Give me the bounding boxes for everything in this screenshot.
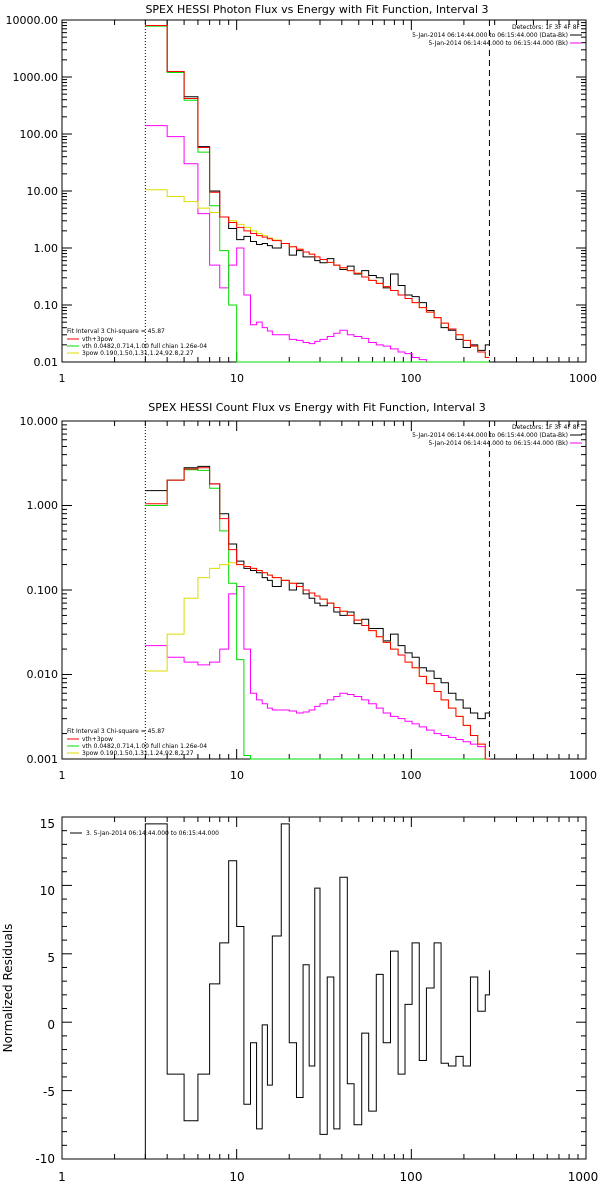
- residuals-x-tick-labels: 1 10 100 1000: [58, 1170, 598, 1184]
- y-tick-label: 10.000: [20, 415, 59, 428]
- series-3-5-jan-2014-06-14-44-000-to-06-15-44-000-line: [144, 823, 490, 1159]
- x-tick-label: 1000: [569, 769, 597, 782]
- series-data-bk-line: [145, 19, 490, 351]
- x-tick-label: 10: [229, 1170, 244, 1184]
- fit-legend-total: vth+3pow: [82, 736, 113, 743]
- residuals-legend: 3. 5-Jan-2014 06:14:44.000 to 06:15:44.0…: [70, 830, 219, 837]
- count-flux-axis-ticks: [61, 420, 587, 760]
- legend-bk: 5-Jan-2014 06:14:44.000 to 06:15:44.000 …: [428, 40, 568, 47]
- y-tick-label: 0.001: [27, 753, 59, 766]
- legend-detectors: Detectors: 1F 3F 4F 8F: [512, 424, 581, 431]
- residuals-legend-label: 3. 5-Jan-2014 06:14:44.000 to 06:15:44.0…: [86, 830, 219, 837]
- x-tick-label: 10: [230, 769, 244, 782]
- y-tick-label: 1.000: [27, 499, 59, 512]
- series-bk-line: [145, 586, 490, 760]
- residuals-axis-ticks: [61, 816, 587, 1160]
- y-tick-label: -5: [43, 1085, 55, 1099]
- fit-legend-vth: vth 0.0482,0.714,1.00 full chian 1.26e-0…: [82, 343, 207, 350]
- y-tick-label: 100.00: [20, 128, 59, 141]
- y-tick-label: 0.10: [34, 299, 59, 312]
- residuals-y-axis-label: Normalized Residuals: [1, 924, 15, 1053]
- x-tick-label: 100: [401, 769, 422, 782]
- legend-data-bk: 5-Jan-2014 06:14:44.000 to 06:15:44.000 …: [412, 432, 568, 439]
- count-flux-legend-header: Detectors: 1F 3F 4F 8F 5-Jan-2014 06:14:…: [412, 424, 582, 447]
- photon-flux-x-tick-labels: 1 10 100 1000: [59, 372, 598, 385]
- residuals-y-tick-labels: -10 -5 0 5 10 15: [35, 817, 55, 1166]
- count-flux-fit-range-lines: [144, 421, 490, 759]
- y-tick-label: -10: [35, 1152, 55, 1166]
- x-tick-label: 10: [230, 372, 244, 385]
- photon-flux-title: SPEX HESSI Photon Flux vs Energy with Fi…: [145, 3, 488, 16]
- y-tick-label: 0.010: [27, 668, 59, 681]
- fit-legend-3pow: 3pow 0.190,1.50,1.31,1.24,92.8,2.27: [82, 350, 194, 357]
- legend-detectors: Detectors: 1F 3F 4F 8F: [512, 24, 581, 31]
- count-flux-panel: SPEX HESSI Count Flux vs Energy with Fit…: [20, 401, 598, 782]
- series-vth-line: [145, 25, 490, 363]
- count-flux-series: [145, 465, 490, 760]
- fit-legend-title: Fit Interval 3 Chi-square = 45.87: [67, 728, 165, 735]
- count-flux-x-tick-labels: 1 10 100 1000: [59, 769, 598, 782]
- photon-flux-fit-range-lines: [144, 20, 490, 362]
- y-tick-label: 1.00: [34, 242, 59, 255]
- count-flux-title: SPEX HESSI Count Flux vs Energy with Fit…: [148, 401, 485, 414]
- photon-flux-legend-header: Detectors: 1F 3F 4F 8F 5-Jan-2014 06:14:…: [412, 24, 582, 47]
- residuals-series: [144, 823, 490, 1159]
- legend-data-bk: 5-Jan-2014 06:14:44.000 to 06:15:44.000 …: [412, 32, 568, 39]
- y-tick-label: 0.01: [34, 356, 59, 369]
- photon-flux-series: [145, 19, 490, 363]
- x-tick-label: 100: [400, 1170, 423, 1184]
- fit-legend-vth: vth 0.0482,0.714,1.00 full chian 1.26e-0…: [82, 743, 207, 750]
- photon-flux-panel: SPEX HESSI Photon Flux vs Energy with Fi…: [6, 3, 598, 385]
- y-tick-label: 0: [47, 1018, 55, 1032]
- count-flux-fit-legend: Fit Interval 3 Chi-square = 45.87 vth+3p…: [67, 728, 207, 757]
- residuals-panel: -10 -5 0 5 10 15 1 10 100 1000 Normalize…: [1, 816, 598, 1184]
- series-vth-line: [145, 469, 490, 760]
- y-tick-label: 1000.00: [13, 71, 59, 84]
- x-tick-label: 100: [401, 372, 422, 385]
- photon-flux-fit-legend: Fit Interval 3 Chi-square = 45.87 vth+3p…: [67, 328, 207, 357]
- series-3pow-line: [145, 562, 490, 760]
- x-tick-label: 1: [58, 1170, 66, 1184]
- y-tick-label: 10000.00: [6, 14, 59, 27]
- x-tick-label: 1: [59, 769, 66, 782]
- series-vth-3pow-line: [145, 467, 490, 760]
- photon-flux-axis-ticks: [61, 19, 587, 363]
- legend-bk: 5-Jan-2014 06:14:44.000 to 06:15:44.000 …: [428, 440, 568, 447]
- fit-legend-3pow: 3pow 0.190,1.50,1.31,1.24,92.8,2.27: [82, 750, 194, 757]
- series-bk-line: [145, 125, 490, 363]
- fit-legend-total: vth+3pow: [82, 336, 113, 343]
- series-data-bk-line: [145, 465, 490, 720]
- photon-flux-plot-frame: [61, 19, 587, 363]
- series-vth-3pow-line: [145, 25, 490, 358]
- count-flux-plot-frame: [61, 420, 587, 760]
- series-3pow-line: [145, 189, 490, 358]
- photon-flux-y-tick-labels: 0.01 0.10 1.00 10.00 100.00 1000.00 1000…: [6, 14, 59, 369]
- count-flux-y-tick-labels: 0.001 0.010 0.100 1.000 10.000: [20, 415, 59, 766]
- y-tick-label: 10: [40, 884, 55, 898]
- y-tick-label: 15: [40, 817, 55, 831]
- x-tick-label: 1000: [568, 1170, 599, 1184]
- residuals-plot-frame: [61, 816, 587, 1160]
- y-tick-label: 10.00: [27, 185, 59, 198]
- fit-legend-title: Fit Interval 3 Chi-square = 45.87: [67, 328, 165, 335]
- y-tick-label: 5: [47, 951, 55, 965]
- y-tick-label: 0.100: [27, 584, 59, 597]
- x-tick-label: 1: [59, 372, 66, 385]
- x-tick-label: 1000: [569, 372, 597, 385]
